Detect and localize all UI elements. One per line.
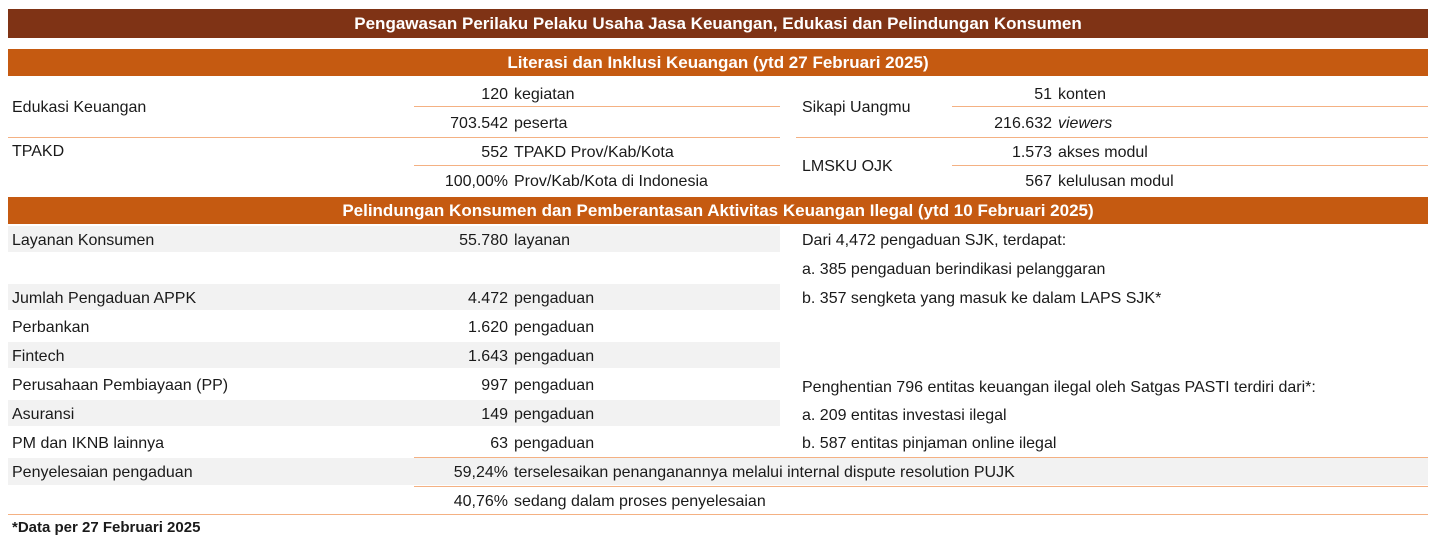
edukasi-unit-2: peserta — [514, 115, 568, 132]
row-unit: pengaduan — [514, 290, 595, 307]
edukasi-label: Edukasi Keuangan — [12, 99, 147, 116]
row-label: Perusahaan Pembiayaan (PP) — [12, 377, 229, 394]
row-value: 4.472 — [467, 290, 508, 307]
right-text: a. 209 entitas investasi ilegal — [802, 407, 1007, 424]
footnote: *Data per 27 Februari 2025 — [12, 519, 201, 536]
row-label: Layanan Konsumen — [12, 232, 155, 249]
row-value: 1.643 — [467, 348, 508, 365]
row-shade — [8, 226, 780, 252]
tpakd-unit-2: Prov/Kab/Kota di Indonesia — [514, 173, 708, 190]
lmsku-unit-2: kelulusan modul — [1058, 173, 1174, 190]
divider — [952, 165, 1428, 166]
divider — [414, 106, 780, 107]
penyelesaian-label: Penyelesaian pengaduan — [12, 464, 193, 481]
tpakd-unit-1: TPAKD Prov/Kab/Kota — [514, 144, 674, 161]
divider — [414, 457, 1428, 458]
edukasi-unit-1: kegiatan — [514, 86, 575, 103]
page-title: Pengawasan Perilaku Pelaku Usaha Jasa Ke… — [8, 9, 1428, 38]
right-text: Penghentian 796 entitas keuangan ilegal … — [802, 379, 1316, 396]
sikapi-label: Sikapi Uangmu — [802, 99, 911, 116]
row-unit: pengaduan — [514, 348, 595, 365]
lmsku-label: LMSKU OJK — [802, 158, 893, 175]
penyelesaian-value-1: 59,24% — [453, 464, 508, 481]
row-shade — [8, 284, 780, 310]
row-unit: pengaduan — [514, 406, 595, 423]
tpakd-value-1: 552 — [481, 144, 508, 161]
row-label: Perbankan — [12, 319, 90, 336]
divider — [8, 137, 780, 138]
edukasi-value-2: 703.542 — [450, 115, 508, 132]
section-header-pelindungan: Pelindungan Konsumen dan Pemberantasan A… — [8, 197, 1428, 224]
edukasi-value-1: 120 — [481, 86, 508, 103]
row-value: 997 — [481, 377, 508, 394]
penyelesaian-value-2: 40,76% — [453, 493, 508, 510]
row-value: 1.620 — [467, 319, 508, 336]
right-text: b. 357 sengketa yang masuk ke dalam LAPS… — [802, 290, 1162, 307]
sikapi-unit-2: viewers — [1058, 115, 1113, 132]
row-unit: pengaduan — [514, 319, 595, 336]
tpakd-value-2: 100,00% — [444, 173, 508, 190]
row-value: 63 — [490, 435, 508, 452]
sikapi-value-1: 51 — [1034, 86, 1052, 103]
row-shade — [8, 458, 1428, 485]
divider — [952, 106, 1428, 107]
row-value: 55.780 — [459, 232, 508, 249]
row-label: Jumlah Pengaduan APPK — [12, 290, 197, 307]
divider — [796, 137, 1428, 138]
divider — [414, 486, 1428, 487]
right-text: Dari 4,472 pengaduan SJK, terdapat: — [802, 232, 1067, 249]
row-value: 149 — [481, 406, 508, 423]
row-shade — [8, 342, 780, 368]
lmsku-value-2: 567 — [1025, 173, 1052, 190]
row-label: Fintech — [12, 348, 65, 365]
row-unit: pengaduan — [514, 377, 595, 394]
section-header-literasi: Literasi dan Inklusi Keuangan (ytd 27 Fe… — [8, 49, 1428, 76]
lmsku-value-1: 1.573 — [1011, 144, 1052, 161]
lmsku-unit-1: akses modul — [1058, 144, 1148, 161]
row-shade — [8, 400, 780, 426]
divider — [414, 165, 780, 166]
penyelesaian-text-2: sedang dalam proses penyelesaian — [514, 493, 766, 510]
right-text: a. 385 pengaduan berindikasi pelanggaran — [802, 261, 1106, 278]
sikapi-unit-1: konten — [1058, 86, 1107, 103]
divider — [8, 514, 1428, 515]
row-label: PM dan IKNB lainnya — [12, 435, 165, 452]
right-text: b. 587 entitas pinjaman online ilegal — [802, 435, 1057, 452]
sikapi-value-2: 216.632 — [994, 115, 1052, 132]
tpakd-label: TPAKD — [12, 143, 65, 160]
row-unit: pengaduan — [514, 435, 595, 452]
row-label: Asuransi — [12, 406, 75, 423]
penyelesaian-text-1: terselesaikan penanganannya melalui inte… — [514, 464, 1015, 481]
row-unit: layanan — [514, 232, 571, 249]
